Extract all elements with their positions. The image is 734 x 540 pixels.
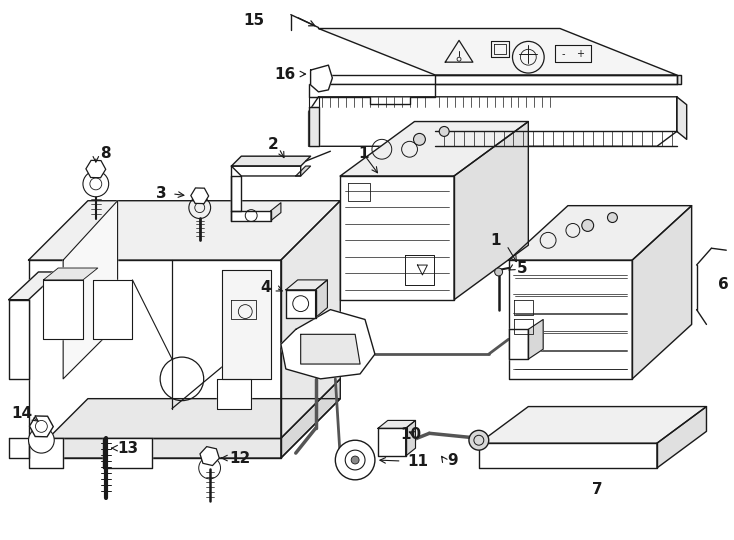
Polygon shape (231, 211, 271, 220)
Polygon shape (222, 270, 271, 379)
Text: 1: 1 (490, 233, 501, 248)
Polygon shape (217, 379, 251, 409)
Polygon shape (479, 443, 657, 468)
Polygon shape (509, 329, 528, 359)
Text: 15: 15 (243, 13, 264, 28)
Circle shape (83, 171, 109, 197)
Circle shape (495, 268, 503, 276)
Polygon shape (310, 65, 333, 92)
Polygon shape (308, 97, 319, 107)
Text: 9: 9 (447, 453, 458, 468)
Polygon shape (9, 300, 29, 379)
Text: 2: 2 (268, 137, 279, 152)
Polygon shape (319, 75, 677, 84)
Polygon shape (378, 421, 415, 428)
Polygon shape (308, 107, 319, 146)
Polygon shape (454, 122, 528, 300)
Polygon shape (378, 428, 406, 456)
Text: 16: 16 (275, 66, 296, 82)
Polygon shape (29, 438, 63, 468)
Circle shape (582, 220, 594, 232)
Polygon shape (286, 280, 327, 290)
Text: 4: 4 (261, 280, 271, 295)
Text: +: + (576, 49, 584, 59)
Polygon shape (92, 280, 132, 339)
Circle shape (608, 213, 617, 222)
Polygon shape (308, 97, 677, 146)
Polygon shape (29, 399, 341, 458)
Circle shape (351, 456, 359, 464)
Polygon shape (281, 201, 341, 438)
Polygon shape (301, 334, 360, 364)
Circle shape (439, 126, 449, 137)
Text: 12: 12 (230, 450, 251, 465)
Text: 3: 3 (156, 186, 167, 201)
Circle shape (335, 440, 375, 480)
Polygon shape (677, 75, 680, 84)
Polygon shape (341, 176, 454, 300)
Text: -: - (562, 49, 565, 59)
Polygon shape (43, 268, 98, 280)
Polygon shape (509, 206, 691, 260)
Text: 7: 7 (592, 482, 603, 497)
Polygon shape (528, 320, 543, 359)
Polygon shape (103, 438, 152, 468)
Polygon shape (316, 280, 327, 318)
Polygon shape (281, 379, 341, 458)
Polygon shape (29, 201, 341, 260)
Polygon shape (9, 272, 58, 300)
Polygon shape (632, 206, 691, 379)
Polygon shape (271, 202, 281, 220)
Polygon shape (29, 260, 281, 438)
Text: 14: 14 (11, 406, 32, 421)
Text: 11: 11 (407, 454, 429, 469)
Polygon shape (231, 156, 310, 166)
Polygon shape (286, 290, 316, 318)
Text: 10: 10 (400, 427, 421, 442)
Polygon shape (281, 309, 375, 379)
Polygon shape (29, 438, 281, 458)
Text: 5: 5 (517, 260, 527, 275)
Circle shape (469, 430, 489, 450)
Polygon shape (509, 260, 632, 379)
Text: 1: 1 (358, 146, 368, 161)
Polygon shape (63, 201, 117, 379)
Text: 13: 13 (117, 441, 139, 456)
Polygon shape (677, 97, 687, 139)
Polygon shape (308, 75, 435, 104)
Polygon shape (479, 407, 706, 443)
Polygon shape (341, 122, 528, 176)
Text: 8: 8 (101, 146, 111, 161)
Polygon shape (9, 438, 29, 458)
Polygon shape (231, 176, 241, 211)
Polygon shape (406, 421, 415, 456)
Text: 6: 6 (719, 278, 729, 292)
Circle shape (29, 427, 54, 453)
Polygon shape (657, 407, 706, 468)
Polygon shape (43, 280, 83, 339)
Circle shape (413, 133, 426, 145)
Polygon shape (231, 166, 301, 176)
Polygon shape (296, 166, 310, 176)
Polygon shape (319, 29, 677, 75)
